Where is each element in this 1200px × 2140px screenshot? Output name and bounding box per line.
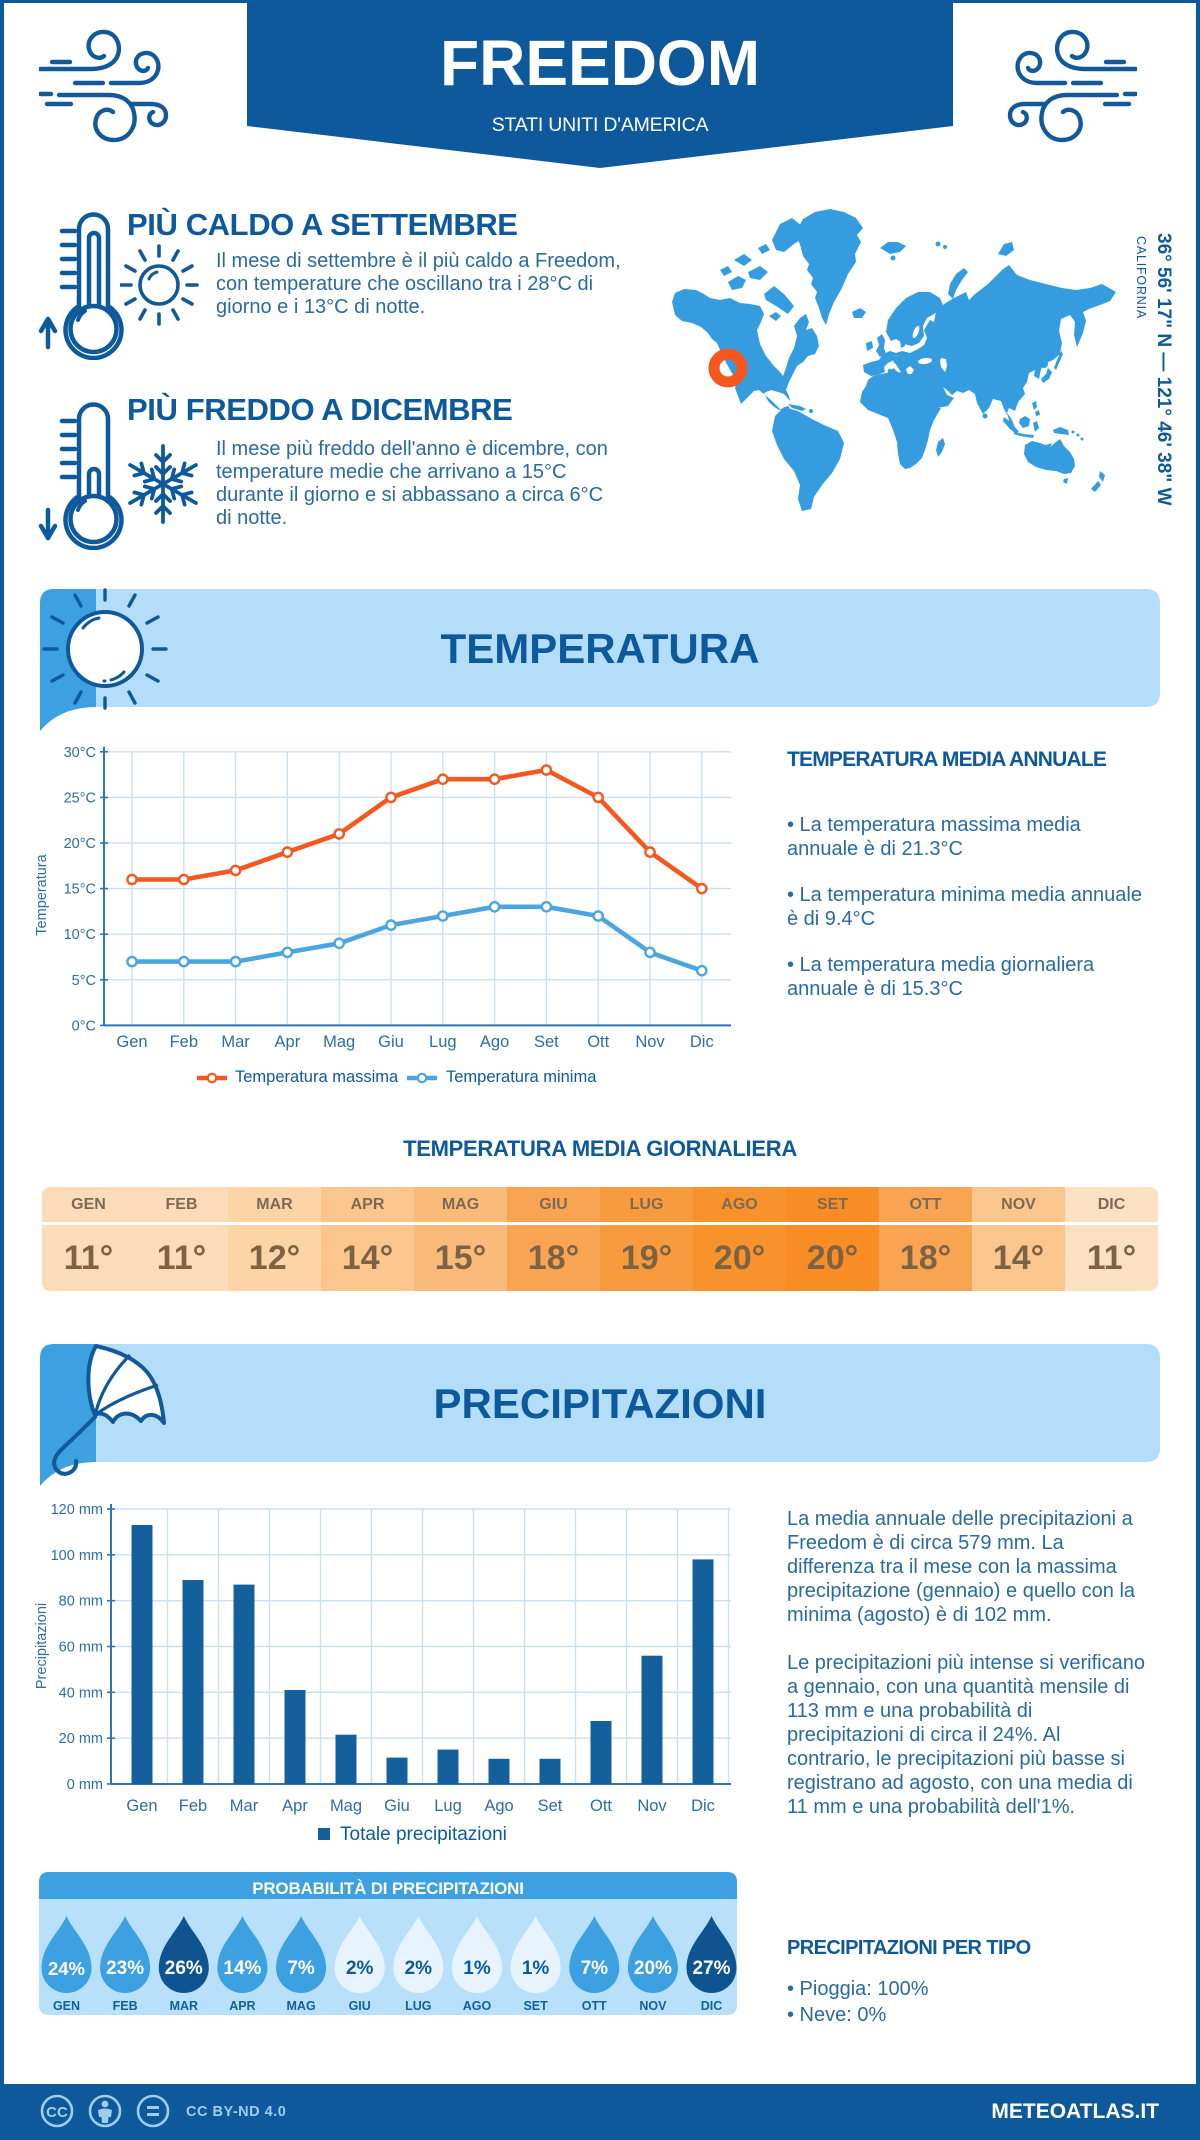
svg-text:Set: Set: [534, 1033, 559, 1051]
svg-text:Nov: Nov: [635, 1033, 665, 1051]
svg-text:Ago: Ago: [484, 1797, 513, 1815]
svg-text:26%: 26%: [165, 1958, 203, 1979]
svg-text:Ott: Ott: [590, 1797, 612, 1815]
svg-text:24%: 24%: [48, 1958, 85, 1979]
svg-text:Temperatura: Temperatura: [34, 853, 50, 935]
svg-text:Ago: Ago: [480, 1033, 509, 1051]
svg-text:MAR: MAR: [170, 1999, 198, 2013]
svg-text:Mag: Mag: [330, 1797, 362, 1815]
svg-text:AGO: AGO: [463, 1999, 492, 2013]
svg-text:0 mm: 0 mm: [67, 1777, 103, 1793]
svg-text:Set: Set: [538, 1797, 563, 1815]
svg-text:100 mm: 100 mm: [51, 1548, 103, 1564]
svg-text:20%: 20%: [634, 1958, 672, 1979]
svg-text:SET: SET: [523, 1999, 548, 2013]
svg-text:Precipitazioni: Precipitazioni: [34, 1603, 50, 1689]
svg-text:Gen: Gen: [126, 1797, 157, 1815]
svg-text:20 mm: 20 mm: [59, 1731, 103, 1747]
svg-text:APR: APR: [229, 1999, 255, 2013]
svg-text:OTT: OTT: [582, 1999, 607, 2013]
svg-text:60 mm: 60 mm: [59, 1640, 103, 1656]
svg-text:Mag: Mag: [323, 1033, 355, 1051]
svg-text:Nov: Nov: [637, 1797, 667, 1815]
svg-text:FEB: FEB: [113, 1999, 138, 2013]
svg-text:Mar: Mar: [221, 1033, 250, 1051]
svg-text:Mar: Mar: [230, 1797, 259, 1815]
svg-text:Gen: Gen: [116, 1033, 147, 1051]
svg-text:Apr: Apr: [275, 1033, 301, 1051]
svg-text:40 mm: 40 mm: [59, 1685, 103, 1701]
svg-text:MAG: MAG: [287, 1999, 316, 2013]
svg-text:30°C: 30°C: [64, 745, 96, 761]
svg-text:Ott: Ott: [587, 1033, 609, 1051]
svg-text:Totale precipitazioni: Totale precipitazioni: [340, 1824, 507, 1845]
svg-text:2%: 2%: [405, 1958, 433, 1979]
svg-text:Temperatura massima: Temperatura massima: [235, 1068, 399, 1086]
svg-text:15°C: 15°C: [64, 882, 96, 898]
svg-text:10°C: 10°C: [64, 927, 96, 943]
svg-text:NOV: NOV: [639, 1999, 667, 2013]
svg-text:23%: 23%: [106, 1958, 144, 1979]
svg-text:25°C: 25°C: [64, 790, 96, 806]
svg-text:GIU: GIU: [349, 1999, 371, 2013]
svg-text:14%: 14%: [223, 1958, 261, 1979]
svg-text:20°C: 20°C: [64, 836, 96, 852]
svg-text:Giu: Giu: [378, 1033, 404, 1051]
svg-text:80 mm: 80 mm: [59, 1594, 103, 1610]
svg-text:7%: 7%: [287, 1958, 315, 1979]
svg-text:Lug: Lug: [434, 1797, 462, 1815]
svg-text:Feb: Feb: [170, 1033, 198, 1051]
svg-text:TEMPERATURA: TEMPERATURA: [441, 625, 760, 672]
svg-text:Apr: Apr: [282, 1797, 308, 1815]
svg-text:Feb: Feb: [179, 1797, 207, 1815]
svg-text:PROBABILITÀ DI PRECIPITAZIONI: PROBABILITÀ DI PRECIPITAZIONI: [252, 1879, 524, 1898]
svg-text:LUG: LUG: [405, 1999, 431, 2013]
svg-text:CC: CC: [46, 2104, 68, 2121]
svg-text:1%: 1%: [463, 1958, 491, 1979]
svg-text:27%: 27%: [692, 1958, 730, 1979]
svg-text:Dic: Dic: [690, 1033, 714, 1051]
svg-text:PRECIPITAZIONI: PRECIPITAZIONI: [434, 1380, 767, 1427]
svg-text:GEN: GEN: [53, 1999, 80, 2013]
svg-text:Lug: Lug: [429, 1033, 457, 1051]
svg-text:7%: 7%: [581, 1958, 609, 1979]
svg-text:1%: 1%: [522, 1958, 550, 1979]
svg-text:DIC: DIC: [701, 1999, 723, 2013]
svg-text:2%: 2%: [346, 1958, 374, 1979]
svg-text:120 mm: 120 mm: [51, 1502, 103, 1518]
svg-text:5°C: 5°C: [72, 973, 96, 989]
svg-text:0°C: 0°C: [72, 1018, 96, 1034]
svg-text:Giu: Giu: [384, 1797, 410, 1815]
svg-text:Dic: Dic: [691, 1797, 715, 1815]
svg-text:Temperatura minima: Temperatura minima: [446, 1068, 597, 1086]
